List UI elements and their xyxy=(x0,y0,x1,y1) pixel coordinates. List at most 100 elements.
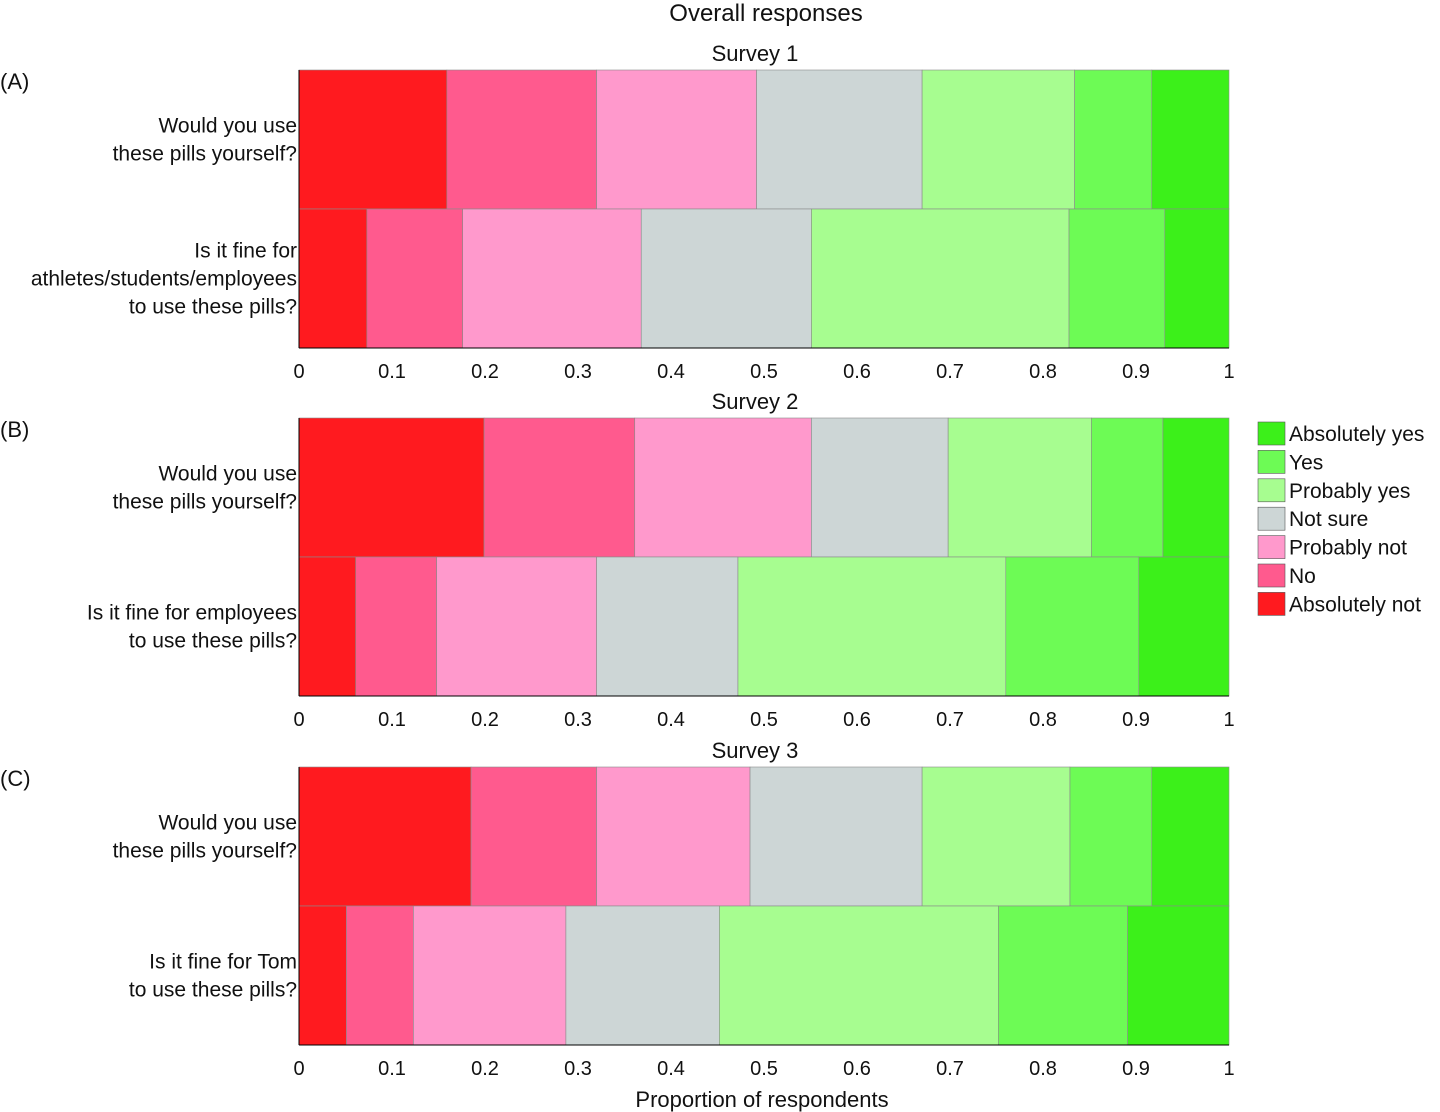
panel-3: (C) Survey 3 Would you use these pills your… xyxy=(0,738,1235,1080)
panel-title: Survey 2 xyxy=(712,389,799,414)
bar-segment-probably-not xyxy=(462,208,642,349)
legend-swatch xyxy=(1257,450,1286,474)
bar-segment-not-sure xyxy=(756,69,923,210)
bar-segment-no xyxy=(446,69,597,210)
bar-segment-no xyxy=(366,208,463,349)
panel-label: (C) xyxy=(0,766,31,791)
legend-label: Absolutely not xyxy=(1289,593,1421,616)
x-tick-label: 0.5 xyxy=(750,709,778,731)
bar-segment-probably-not xyxy=(413,905,567,1046)
x-tick-label: 0 xyxy=(293,361,304,383)
x-tick-label: 0.5 xyxy=(750,361,778,383)
question-label: these pills yourself? xyxy=(113,840,297,863)
bar-segment-yes xyxy=(998,905,1128,1046)
bar-segment-no xyxy=(483,417,636,558)
question-label: Is it fine for employees xyxy=(87,602,297,625)
bar-segment-yes xyxy=(1069,766,1153,907)
legend-label: Yes xyxy=(1289,451,1323,474)
legend-swatch xyxy=(1257,421,1286,446)
x-tick-label: 0.6 xyxy=(843,1058,871,1080)
bar-segment-yes xyxy=(1068,208,1166,349)
bar-segment-absolutely-yes xyxy=(1151,69,1230,210)
bar-segment-probably-not xyxy=(634,417,812,558)
x-tick-label: 0.8 xyxy=(1029,709,1057,731)
bar-segment-absolutely-yes xyxy=(1164,208,1230,349)
x-tick-label: 0.2 xyxy=(471,361,499,383)
bar-segment-absolutely-yes xyxy=(1151,766,1230,907)
x-tick-label: 0.6 xyxy=(843,361,871,383)
bar-segment-probably-not xyxy=(596,766,751,907)
panel-title: Survey 1 xyxy=(712,41,799,66)
bar-segment-yes xyxy=(1091,417,1164,558)
bar-segment-not-sure xyxy=(565,905,720,1046)
bar-segment-absolutely-not xyxy=(298,556,357,697)
x-tick-label: 0 xyxy=(293,709,304,731)
x-tick-label: 0.7 xyxy=(936,709,964,731)
legend-swatch xyxy=(1257,535,1286,559)
bar-segment-not-sure xyxy=(749,766,923,907)
legend-swatch xyxy=(1257,592,1286,616)
bar-segment-not-sure xyxy=(640,208,812,349)
x-tick-label: 0.4 xyxy=(657,361,685,383)
legend-label: Probably yes xyxy=(1289,480,1410,503)
x-tick-label: 0.3 xyxy=(564,361,592,383)
bar-segment-yes xyxy=(1074,69,1153,210)
panel-label: (B) xyxy=(0,417,29,442)
x-tick-label: 0.4 xyxy=(657,709,685,731)
question-label: to use these pills? xyxy=(129,296,297,319)
x-tick-label: 0.5 xyxy=(750,1058,778,1080)
legend-label: Absolutely yes xyxy=(1289,423,1424,446)
legend-swatch xyxy=(1257,563,1286,588)
x-tick-label: 0.1 xyxy=(378,361,406,383)
panel-label: (A) xyxy=(0,69,29,94)
bar-segment-probably-yes xyxy=(921,69,1075,210)
x-tick-label: 0.1 xyxy=(378,709,406,731)
x-tick-label: 0.4 xyxy=(657,1058,685,1080)
legend-swatch xyxy=(1257,478,1286,503)
question-label: athletes/students/employees xyxy=(31,268,297,291)
bar-segment-absolutely-not xyxy=(298,417,485,558)
bar-segment-no xyxy=(355,556,437,697)
x-axis-label: Proportion of respondents xyxy=(635,1087,888,1112)
question-label: these pills yourself? xyxy=(113,491,297,514)
question-label: Would you use xyxy=(158,812,297,835)
legend-label: Probably not xyxy=(1289,537,1407,560)
legend-label: No xyxy=(1289,565,1316,588)
panel-2: (B) Survey 2 Would you use these pills your… xyxy=(0,389,1235,731)
bar-segment-absolutely-not xyxy=(298,208,368,349)
x-tick-label: 0 xyxy=(293,1058,304,1080)
bar-segment-no xyxy=(470,766,597,907)
x-tick-label: 0.3 xyxy=(564,1058,592,1080)
question-label: Is it fine for xyxy=(194,240,297,263)
x-tick-label: 1 xyxy=(1223,361,1234,383)
bar-segment-no xyxy=(346,905,414,1046)
bar-segment-probably-not xyxy=(596,69,757,210)
bar-segment-probably-yes xyxy=(947,417,1092,558)
bar-segment-probably-not xyxy=(436,556,597,697)
x-tick-label: 0.1 xyxy=(378,1058,406,1080)
question-label: Is it fine for Tom xyxy=(149,951,297,974)
question-label: Would you use xyxy=(158,115,297,138)
bar-segment-probably-yes xyxy=(719,905,999,1046)
bar-segment-absolutely-not xyxy=(298,905,347,1046)
x-tick-label: 0.8 xyxy=(1029,361,1057,383)
question-label: to use these pills? xyxy=(129,630,297,653)
x-tick-label: 0.2 xyxy=(471,1058,499,1080)
question-label: these pills yourself? xyxy=(113,143,297,166)
chart-title: Overall responses xyxy=(669,0,862,27)
panel-title: Survey 3 xyxy=(712,738,799,763)
bar-segment-yes xyxy=(1005,556,1140,697)
x-tick-label: 1 xyxy=(1223,1058,1234,1080)
bar-segment-probably-yes xyxy=(737,556,1007,697)
bar-segment-probably-yes xyxy=(811,208,1070,349)
bar-segment-not-sure xyxy=(811,417,949,558)
x-tick-label: 0.9 xyxy=(1122,1058,1150,1080)
bar-segment-absolutely-not xyxy=(298,766,472,907)
legend-swatch xyxy=(1257,506,1286,531)
question-label: to use these pills? xyxy=(129,979,297,1002)
legend: Absolutely yes Yes Probably yes Not sure Pro… xyxy=(1257,421,1424,616)
bar-segment-absolutely-yes xyxy=(1162,417,1230,558)
bar-segment-absolutely-not xyxy=(298,69,448,210)
bar-segment-absolutely-yes xyxy=(1127,905,1230,1046)
